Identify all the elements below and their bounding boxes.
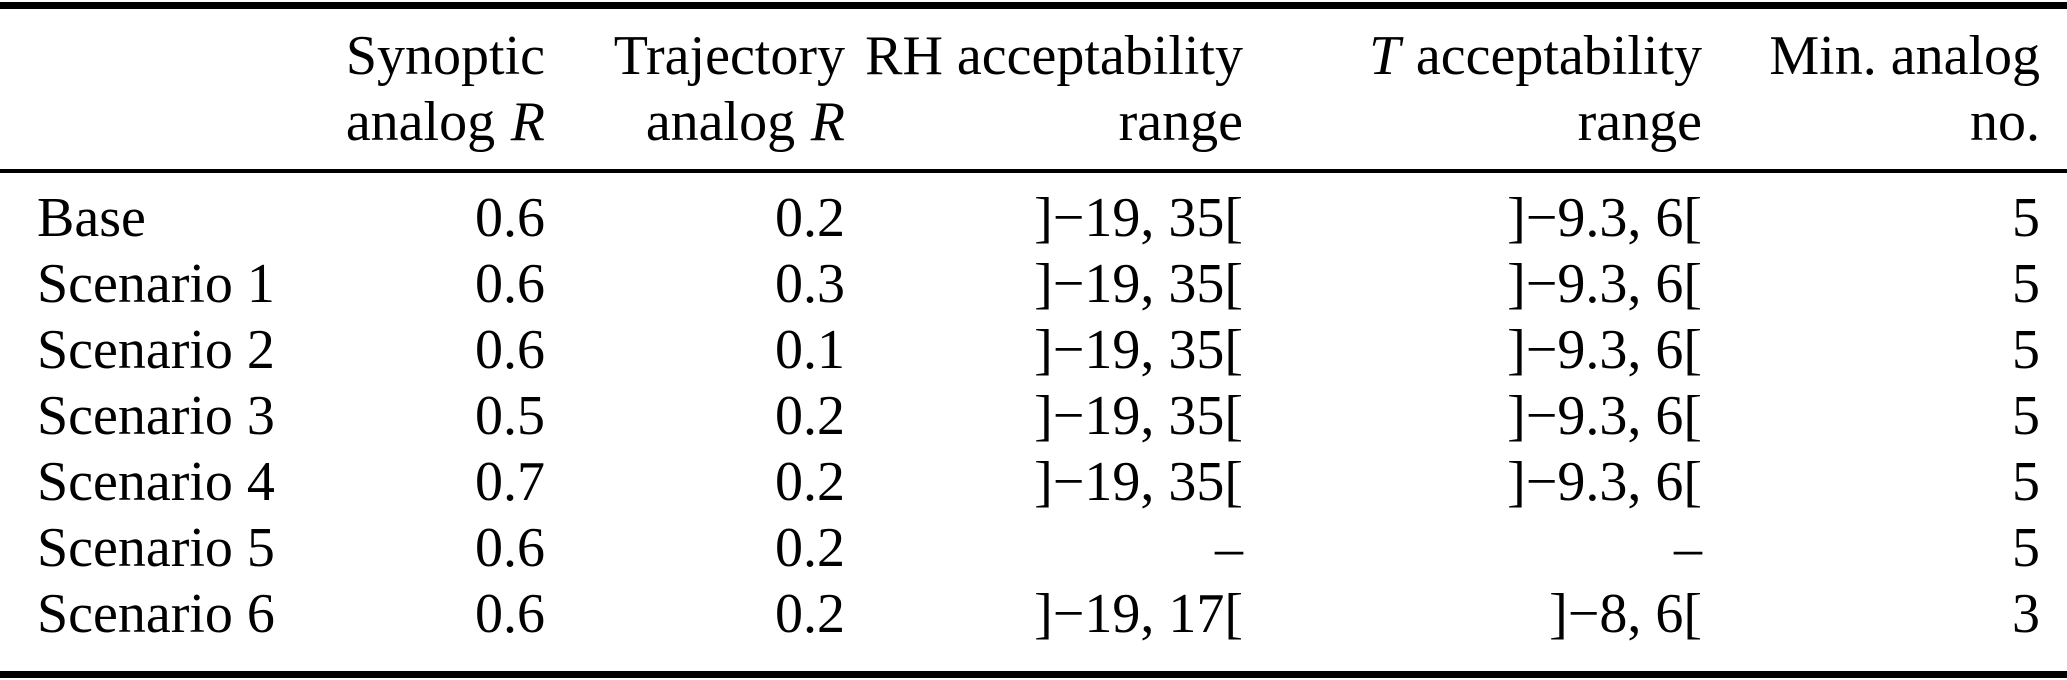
table-row-scenario-2: Scenario 2 0.6 0.1 ]−19, 35[ ]−9.3, 6[ 5 <box>0 317 2067 383</box>
trajectory-r-cell: 0.2 <box>775 583 845 645</box>
synoptic-r-cell: 0.5 <box>475 385 545 447</box>
table-row-scenario-1: Scenario 1 0.6 0.3 ]−19, 35[ ]−9.3, 6[ 5 <box>0 251 2067 317</box>
t-range-cell: ]−9.3, 6[ <box>1507 451 1702 513</box>
header-line: no. <box>1970 91 2040 153</box>
row-label: Scenario 2 <box>37 319 275 381</box>
table-body: Base 0.6 0.2 ]−19, 35[ ]−9.3, 6[ 5 Scena… <box>0 171 2067 675</box>
row-label: Scenario 5 <box>37 517 275 579</box>
header-text: analog <box>345 91 496 153</box>
t-range-cell: – <box>1674 517 1702 579</box>
header-rh-acceptability-range: RH acceptability range <box>845 5 1243 173</box>
min-analog-cell: 3 <box>2012 583 2040 645</box>
header-italic-r: R <box>510 91 545 153</box>
header-line: Min. analog <box>1769 25 2040 87</box>
table-row-base: Base 0.6 0.2 ]−19, 35[ ]−9.3, 6[ 5 <box>0 171 2067 251</box>
table-row-scenario-3: Scenario 3 0.5 0.2 ]−19, 35[ ]−9.3, 6[ 5 <box>0 383 2067 449</box>
row-label: Scenario 4 <box>37 451 275 513</box>
header-row: Synoptic analog R Trajectory analog R RH a… <box>0 5 2067 173</box>
t-range-cell: ]−8, 6[ <box>1549 583 1702 645</box>
header-row-label <box>0 5 345 173</box>
table-header: Synoptic analog R Trajectory analog R RH a… <box>0 5 2067 173</box>
row-label: Scenario 3 <box>37 385 275 447</box>
synoptic-r-cell: 0.6 <box>475 583 545 645</box>
trajectory-r-cell: 0.3 <box>775 253 845 315</box>
min-analog-cell: 5 <box>2012 451 2040 513</box>
header-italic-t: T <box>1369 25 1401 87</box>
t-range-cell: ]−9.3, 6[ <box>1507 187 1702 249</box>
table-row-scenario-5: Scenario 5 0.6 0.2 – – 5 <box>0 515 2067 581</box>
t-range-cell: ]−9.3, 6[ <box>1507 385 1702 447</box>
trajectory-r-cell: 0.2 <box>775 517 845 579</box>
synoptic-r-cell: 0.6 <box>475 187 545 249</box>
min-analog-cell: 5 <box>2012 187 2040 249</box>
row-label: Scenario 1 <box>37 253 275 315</box>
t-range-cell: ]−9.3, 6[ <box>1507 253 1702 315</box>
header-min-analog-no: Min. analog no. <box>1702 5 2067 173</box>
rh-range-cell: – <box>1215 517 1243 579</box>
rh-range-cell: ]−19, 35[ <box>1034 385 1243 447</box>
min-analog-cell: 5 <box>2012 517 2040 579</box>
synoptic-r-cell: 0.6 <box>475 319 545 381</box>
header-text: analog <box>645 91 796 153</box>
rh-range-cell: ]−19, 35[ <box>1034 451 1243 513</box>
rh-range-cell: ]−19, 35[ <box>1034 319 1243 381</box>
min-analog-cell: 5 <box>2012 253 2040 315</box>
synoptic-r-cell: 0.7 <box>475 451 545 513</box>
header-line: Trajectory <box>613 25 845 87</box>
trajectory-r-cell: 0.2 <box>775 187 845 249</box>
rh-range-cell: ]−19, 35[ <box>1034 253 1243 315</box>
table-row-scenario-6: Scenario 6 0.6 0.2 ]−19, 17[ ]−8, 6[ 3 <box>0 581 2067 675</box>
min-analog-cell: 5 <box>2012 319 2040 381</box>
header-line: analog R <box>545 89 845 155</box>
trajectory-r-cell: 0.2 <box>775 385 845 447</box>
header-line: RH acceptability <box>865 25 1243 87</box>
row-label: Base <box>37 187 146 249</box>
min-analog-cell: 5 <box>2012 385 2040 447</box>
trajectory-r-cell: 0.1 <box>775 319 845 381</box>
header-trajectory-analog-r: Trajectory analog R <box>545 5 845 173</box>
header-text: acceptability <box>1415 25 1702 87</box>
trajectory-r-cell: 0.2 <box>775 451 845 513</box>
header-line: analog R <box>345 89 545 155</box>
header-line: range <box>1577 91 1702 153</box>
synoptic-r-cell: 0.6 <box>475 253 545 315</box>
rh-range-cell: ]−19, 35[ <box>1034 187 1243 249</box>
row-label: Scenario 6 <box>37 583 275 645</box>
t-range-cell: ]−9.3, 6[ <box>1507 319 1702 381</box>
table-row-scenario-4: Scenario 4 0.7 0.2 ]−19, 35[ ]−9.3, 6[ 5 <box>0 449 2067 515</box>
header-italic-r: R <box>810 91 845 153</box>
rh-range-cell: ]−19, 17[ <box>1034 583 1243 645</box>
header-line: range <box>1118 91 1243 153</box>
synoptic-r-cell: 0.6 <box>475 517 545 579</box>
header-synoptic-analog-r: Synoptic analog R <box>345 5 545 173</box>
header-line: Synoptic <box>345 25 545 87</box>
